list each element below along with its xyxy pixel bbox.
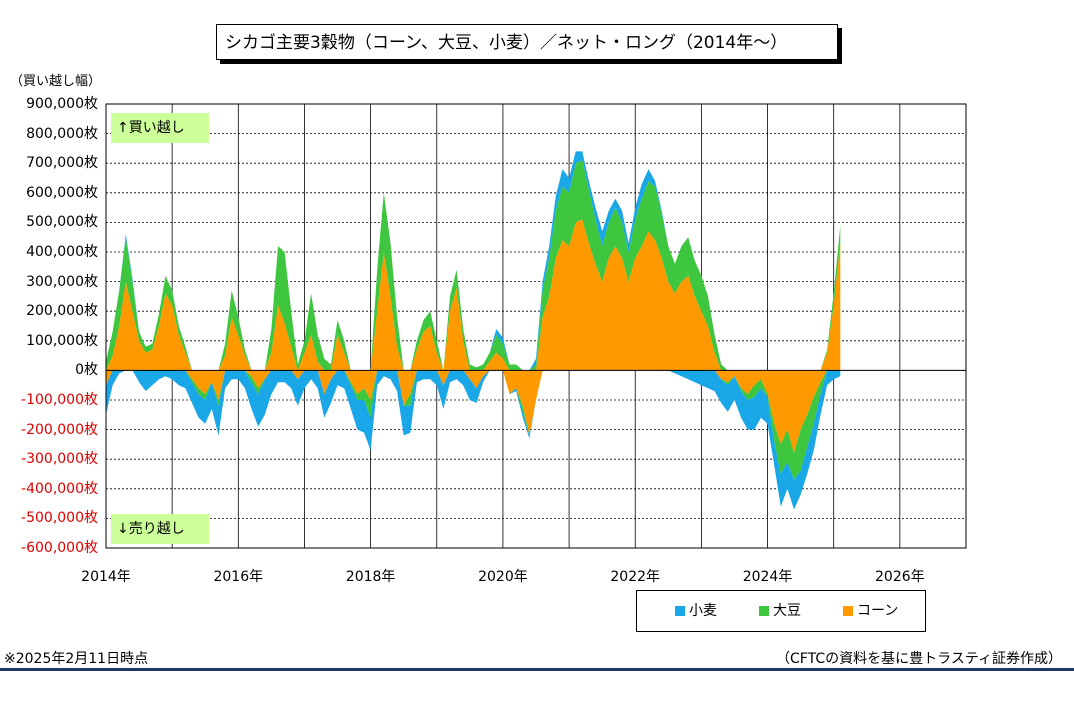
x-tick-label: 2016年 (213, 569, 264, 585)
y-tick-label: 300,000枚 (26, 273, 98, 290)
y-tick-label: 900,000枚 (26, 96, 98, 112)
legend: 小麦 大豆 コーン (636, 590, 926, 632)
date-note: ※2025年2月11日時点 (4, 651, 149, 667)
plot-frame (105, 103, 967, 549)
legend-swatch-corn (843, 606, 853, 616)
y-tick-label: -400,000枚 (21, 480, 98, 497)
area-corn-neg (106, 370, 841, 454)
annotation-short: ↓売り越し (111, 514, 209, 544)
y-tick-label: 100,000枚 (26, 332, 98, 349)
area-series (106, 151, 841, 510)
y-tick-label: 800,000枚 (26, 125, 98, 142)
bottom-rule (0, 668, 1074, 671)
y-tick-label: 700,000枚 (26, 155, 98, 172)
legend-item-wheat: 小麦 (675, 603, 717, 619)
y-tick-label: -600,000枚 (21, 540, 98, 556)
source-note: （CFTCの資料を基に豊トラスティ証券作成） (776, 651, 1062, 667)
legend-item-corn: コーン (843, 603, 898, 619)
y-tick-label: 400,000枚 (26, 244, 98, 260)
chart-title: シカゴ主要3穀物（コーン、大豆、小麦）／ネット・ロング（2014年～） (216, 24, 838, 60)
area-wheat-neg (106, 370, 841, 510)
x-tick-label: 2022年 (610, 569, 661, 585)
legend-label-soybean: 大豆 (773, 603, 801, 619)
x-tick-label: 2026年 (875, 569, 925, 585)
x-tick-label: 2020年 (478, 569, 528, 585)
y-unit-label: （買い越し幅） (10, 74, 102, 89)
area-corn-pos (106, 219, 841, 371)
area-wheat-pos (106, 151, 841, 371)
legend-item-soybean: 大豆 (759, 603, 801, 619)
x-tick-label: 2014年 (81, 569, 131, 585)
legend-swatch-wheat (675, 606, 685, 616)
y-tick-label: 0枚 (75, 362, 98, 379)
y-tick-label: -500,000枚 (21, 510, 98, 527)
y-tick-label: 600,000枚 (26, 184, 98, 201)
y-tick-label: 500,000枚 (26, 214, 98, 231)
area-soybean-pos (106, 160, 841, 371)
legend-label-wheat: 小麦 (689, 603, 717, 619)
legend-label-corn: コーン (857, 603, 899, 619)
x-tick-label: 2024年 (742, 569, 793, 585)
annotation-long: ↑買い越し (111, 113, 209, 143)
y-tick-label: -100,000枚 (21, 392, 98, 408)
x-tick-label: 2018年 (345, 569, 396, 585)
y-tick-label: -200,000枚 (21, 421, 98, 438)
legend-swatch-soybean (759, 606, 769, 616)
y-tick-label: -300,000枚 (21, 451, 98, 468)
y-tick-label: 200,000枚 (26, 303, 98, 320)
